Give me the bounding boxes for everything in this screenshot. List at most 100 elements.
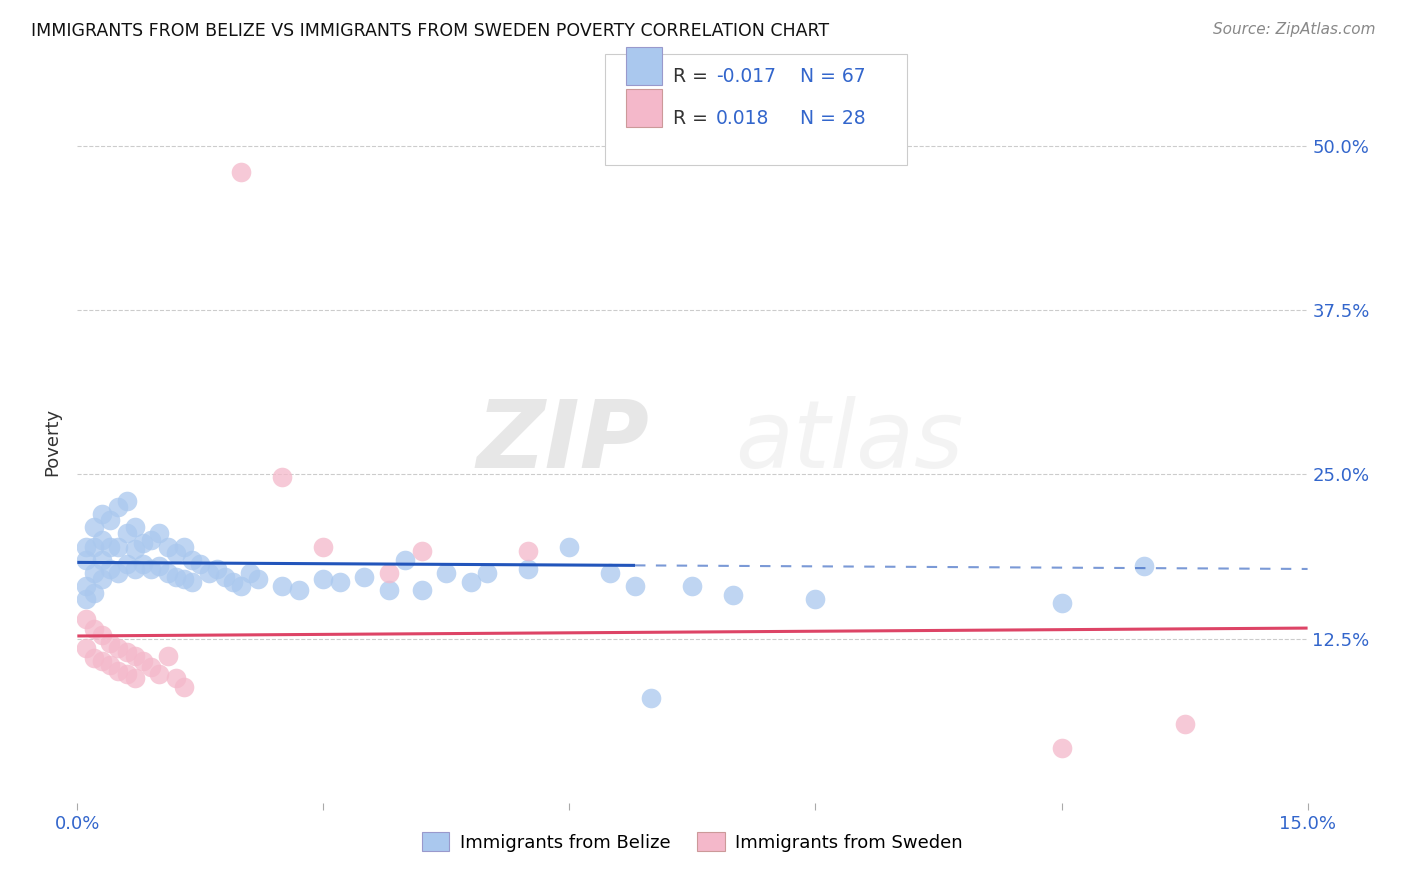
Text: 0.018: 0.018 [716,109,769,128]
Point [723,588,745,602]
Point [75,540,97,554]
Point [312,573,335,587]
Point [83,623,105,637]
Text: ZIP: ZIP [477,395,650,488]
Point [288,582,311,597]
Point [239,566,262,580]
Point [197,566,219,580]
Text: N = 67: N = 67 [800,67,866,86]
Text: IMMIGRANTS FROM BELIZE VS IMMIGRANTS FROM SWEDEN POVERTY CORRELATION CHART: IMMIGRANTS FROM BELIZE VS IMMIGRANTS FRO… [31,22,830,40]
Text: R =: R = [673,109,714,128]
Point [411,543,433,558]
Point [83,520,105,534]
Point [132,654,155,668]
Point [115,667,138,681]
Point [378,582,401,597]
Point [394,553,416,567]
Point [1050,740,1073,755]
Point [165,546,187,560]
Point [181,575,204,590]
Point [98,562,121,576]
Point [83,651,105,665]
Point [165,671,187,685]
Text: N = 28: N = 28 [800,109,866,128]
Point [115,645,138,659]
Text: atlas: atlas [735,396,963,487]
Point [115,493,138,508]
Point [90,533,114,547]
Point [156,648,179,663]
Point [156,540,179,554]
Point [75,640,97,655]
Point [231,165,253,179]
Point [75,553,97,567]
Point [83,540,105,554]
Point [90,627,114,641]
Point [75,579,97,593]
Point [156,566,179,580]
Text: R =: R = [673,67,714,86]
Point [312,540,335,554]
Point [148,526,170,541]
Point [141,660,163,674]
Point [271,579,294,593]
Point [98,540,121,554]
Point [107,566,129,580]
Point [181,553,204,567]
Point [329,575,352,590]
Point [107,665,129,679]
Point [90,553,114,567]
Point [141,562,163,576]
Point [98,513,121,527]
Point [124,520,146,534]
Point [98,635,121,649]
Point [411,582,433,597]
Point [188,557,212,571]
Point [124,542,146,557]
Point [378,566,401,580]
Point [205,562,228,576]
Point [107,500,129,515]
Point [90,573,114,587]
Point [558,540,581,554]
Point [173,680,195,694]
Legend: Immigrants from Belize, Immigrants from Sweden: Immigrants from Belize, Immigrants from … [415,825,970,859]
Point [90,654,114,668]
Text: -0.017: -0.017 [716,67,776,86]
Y-axis label: Poverty: Poverty [44,408,62,475]
Point [460,575,482,590]
Text: Source: ZipAtlas.com: Source: ZipAtlas.com [1212,22,1375,37]
Point [173,573,195,587]
Point [640,690,662,705]
Point [98,657,121,672]
Point [222,575,245,590]
Point [75,612,97,626]
Point [107,640,129,655]
Point [148,667,170,681]
Point [231,579,253,593]
Point [83,585,105,599]
Point [173,540,195,554]
Point [165,570,187,584]
Point [90,507,114,521]
Point [517,562,540,576]
Point [132,535,155,549]
Point [353,570,375,584]
Point [141,533,163,547]
Point [124,648,146,663]
Point [477,566,499,580]
Point [214,570,236,584]
Point [115,557,138,571]
Point [75,592,97,607]
Point [517,543,540,558]
Point [124,671,146,685]
Point [436,566,458,580]
Point [148,559,170,574]
Point [83,566,105,580]
Point [682,579,704,593]
Point [624,579,647,593]
Point [107,540,129,554]
Point [1174,717,1197,731]
Point [115,526,138,541]
Point [246,573,269,587]
